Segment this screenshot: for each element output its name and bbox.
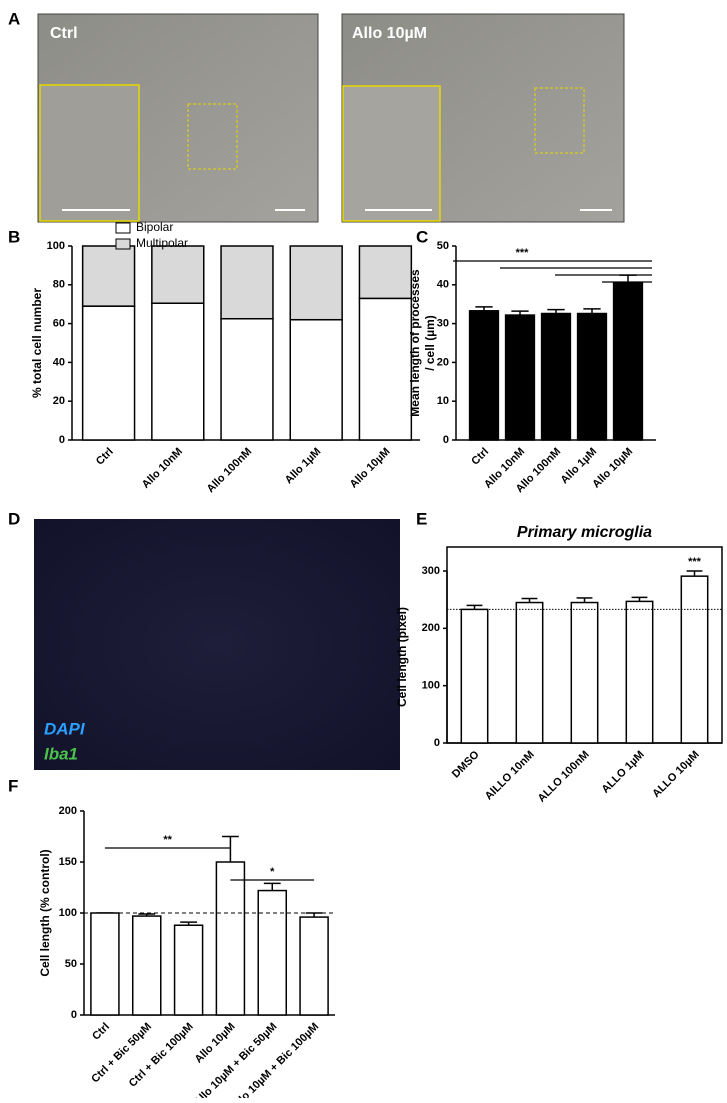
x-tick-label: Ctrl	[94, 446, 116, 468]
y-tick-label: 20	[437, 356, 449, 368]
y-tick-label: 0	[434, 737, 440, 749]
legend-swatch	[115, 238, 131, 250]
y-tick-label: 40	[437, 279, 449, 291]
bar	[625, 600, 654, 744]
significance-label: ***	[688, 556, 702, 568]
y-tick-label: 0	[59, 434, 65, 446]
panel-letter: F	[8, 776, 18, 795]
bar	[576, 312, 608, 441]
y-axis-label: Cell length (% control)	[38, 849, 52, 976]
y-tick-label: 0	[71, 1009, 77, 1021]
bar	[680, 575, 709, 744]
y-tick-label: 80	[53, 279, 65, 291]
y-tick-label: 10	[437, 395, 449, 407]
bar-segment	[81, 305, 136, 441]
bar	[540, 312, 572, 441]
bar-segment	[220, 318, 274, 441]
bar-segment	[358, 297, 413, 441]
x-tick-label: AlLLO 10nM	[483, 749, 537, 803]
y-tick-label: 60	[53, 318, 65, 330]
panel-letter: B	[8, 227, 20, 246]
bar	[504, 314, 536, 441]
bar-segment	[358, 245, 413, 300]
x-tick-label: ALLO 10µM	[650, 749, 701, 800]
y-tick-label: 100	[422, 680, 440, 692]
y-tick-label: 100	[59, 907, 77, 919]
bar	[257, 889, 288, 1016]
y-tick-label: 40	[53, 356, 65, 368]
significance-label: ***	[516, 247, 530, 259]
image-label: Allo 10µM	[352, 25, 427, 42]
y-tick-label: 50	[65, 958, 77, 970]
x-tick-label: Allo 10nM	[140, 446, 185, 491]
y-axis-label: / cell (µm)	[423, 315, 437, 371]
bar	[299, 916, 329, 1016]
micrograph-ctrl: Ctrl	[37, 13, 319, 223]
bar	[90, 912, 120, 1016]
y-tick-label: 20	[53, 395, 65, 407]
panel-letter: D	[8, 509, 20, 528]
legend-label: Bipolar	[136, 220, 173, 234]
bar-segment	[289, 245, 343, 321]
legend-label: Multipolar	[136, 236, 188, 250]
bar	[468, 310, 500, 441]
micrograph-allo: Allo 10µM	[341, 13, 625, 223]
panel-letter: C	[416, 227, 428, 246]
x-tick-label: Allo 10µM	[193, 1021, 238, 1066]
significance-label: *	[270, 866, 275, 878]
micrograph-fluorescence: DAPI Iba1	[34, 519, 400, 770]
y-tick-label: 0	[443, 434, 449, 446]
x-tick-label: Ctrl	[469, 446, 491, 468]
y-tick-label: 300	[422, 565, 440, 577]
y-axis-label: Cell length (pixel)	[395, 607, 409, 707]
bar	[131, 915, 162, 1016]
bar	[173, 924, 204, 1016]
bar-segment	[151, 302, 205, 441]
bar	[215, 861, 246, 1016]
x-tick-label: Allo 100nM	[205, 446, 255, 496]
legend-swatch	[115, 222, 131, 234]
x-tick-label: Allo 10µM	[348, 446, 393, 491]
bar-segment	[151, 245, 205, 304]
bar-segment	[289, 318, 343, 441]
y-tick-label: 200	[422, 622, 440, 634]
stain-label: DAPI	[44, 719, 86, 738]
panel-letter: E	[416, 509, 427, 528]
y-axis-label: % total cell number	[30, 288, 44, 398]
image-label: Ctrl	[50, 25, 78, 42]
significance-label: **	[163, 834, 172, 846]
y-tick-label: 100	[47, 240, 65, 252]
x-tick-label: DMSO	[450, 748, 482, 780]
bar-segment	[81, 245, 136, 307]
stain-label: Iba1	[44, 744, 78, 763]
bar	[612, 282, 644, 441]
panel-letter: A	[8, 9, 20, 28]
y-tick-label: 200	[59, 805, 77, 817]
x-tick-label: ALLO 100nM	[536, 749, 592, 805]
x-tick-label: Ctrl	[90, 1021, 112, 1043]
chart-title: Primary microglia	[517, 524, 652, 541]
y-tick-label: 30	[437, 318, 449, 330]
bar	[460, 608, 489, 744]
y-axis-label: Mean length of processes	[408, 269, 422, 417]
y-tick-label: 50	[437, 240, 449, 252]
bar-segment	[220, 245, 274, 320]
bar	[515, 601, 544, 744]
y-tick-label: 150	[59, 856, 77, 868]
x-tick-label: Allo 1µM	[283, 446, 324, 487]
bar	[570, 601, 599, 744]
x-tick-label: ALLO 1µM	[600, 749, 647, 796]
